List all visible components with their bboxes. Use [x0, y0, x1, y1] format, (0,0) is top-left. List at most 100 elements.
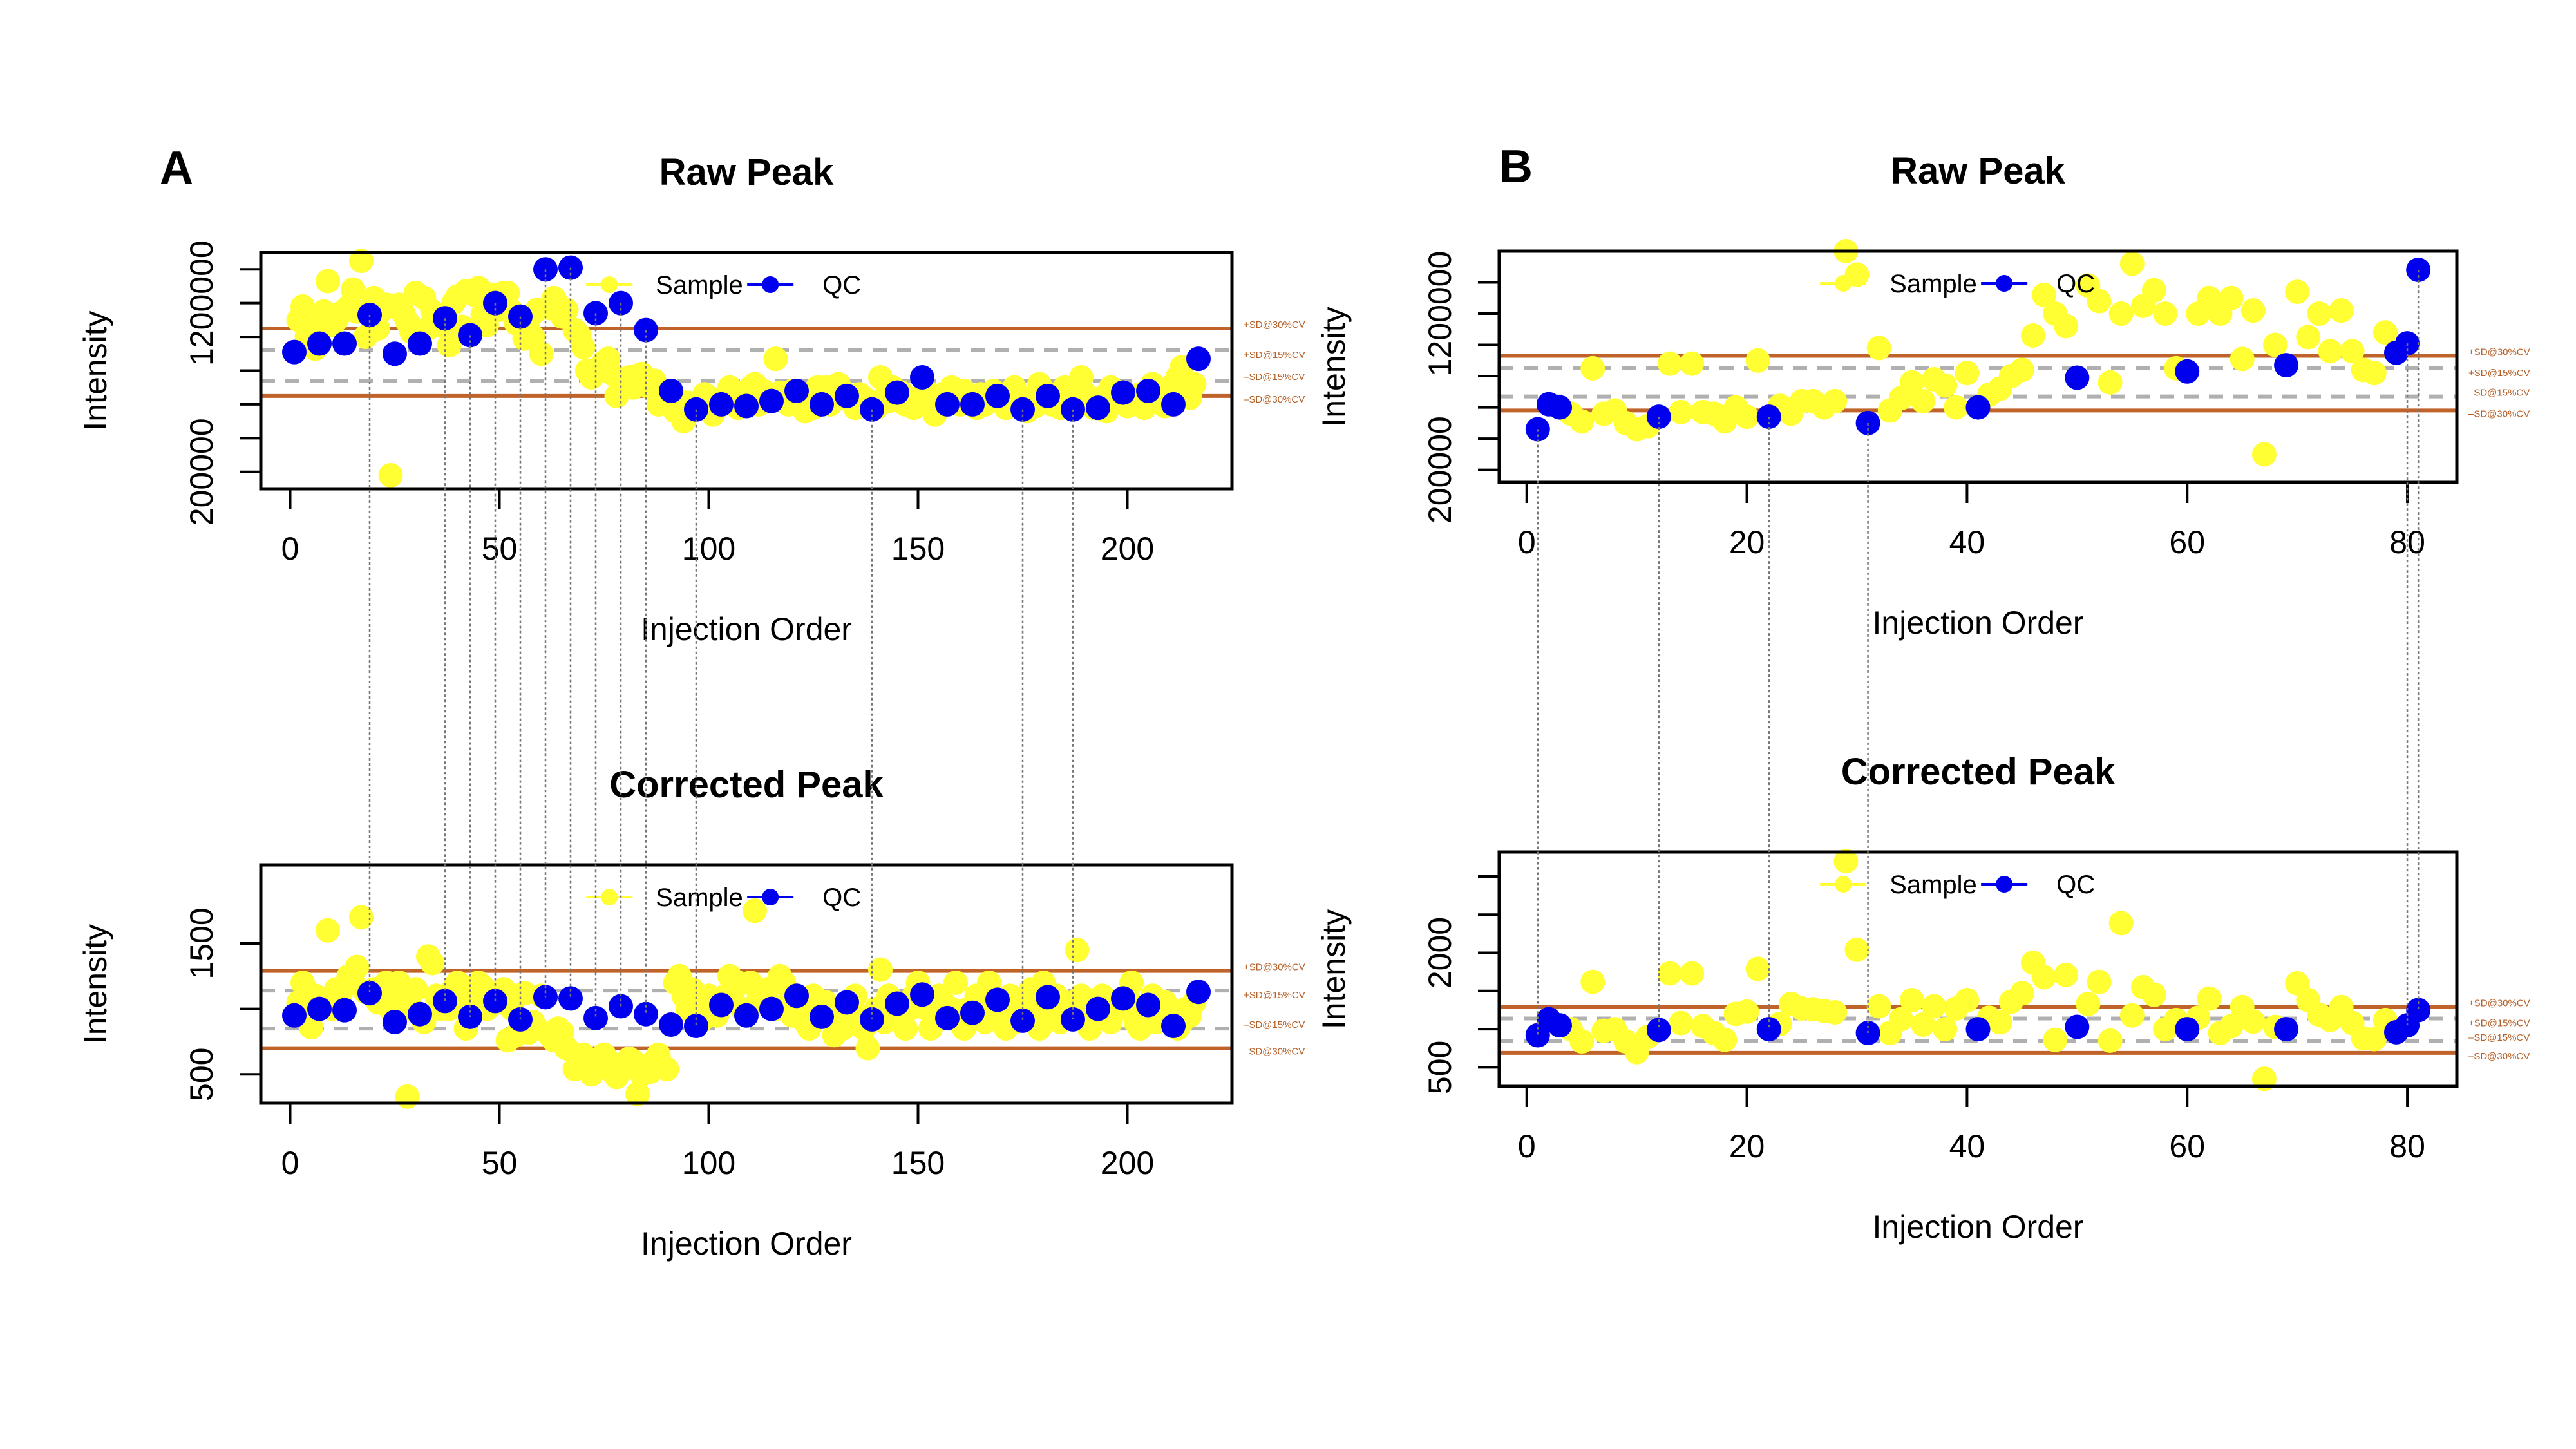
qc-point	[935, 392, 960, 417]
sample-point	[2307, 301, 2332, 327]
chart-title: Corrected Peak	[1841, 751, 2116, 793]
legend-qc-label: QC	[2056, 270, 2095, 298]
qc-point	[684, 1014, 708, 1039]
sample-point	[341, 277, 365, 302]
x-tick-label: 0	[1518, 524, 1536, 560]
sample-point	[1745, 956, 1770, 981]
qc-point	[985, 987, 1010, 1012]
y-tick-label: 1500	[184, 907, 220, 979]
sample-point	[1955, 361, 1980, 386]
sample-point	[1866, 336, 1891, 361]
legend-qc-label: QC	[822, 271, 861, 299]
sample-point	[1933, 373, 1958, 398]
x-tick-label: 40	[1949, 524, 1985, 560]
sample-point	[2119, 1003, 2145, 1028]
sample-point	[1955, 988, 1980, 1013]
sample-point	[316, 918, 340, 943]
sample-point	[2009, 357, 2034, 383]
qc-point	[2274, 353, 2299, 378]
qc-point	[1086, 395, 1110, 421]
qc-point	[433, 989, 457, 1014]
x-axis-label: Injection Order	[1873, 1209, 2084, 1245]
legend-qc-marker	[762, 276, 779, 293]
sd-label-minus30: –SD@30%CV	[1244, 394, 1305, 405]
sd-label-plus30: +SD@30%CV	[2468, 998, 2530, 1009]
x-axis-label: Injection Order	[641, 611, 852, 647]
sample-point	[1823, 999, 1848, 1025]
y-tick-label: 200000	[184, 418, 220, 526]
qc-point	[709, 992, 734, 1018]
qc-point	[960, 1000, 985, 1025]
sample-point	[1734, 999, 1759, 1024]
sample-point	[2153, 301, 2178, 327]
x-axis-label: Injection Order	[641, 1226, 852, 1262]
legend-sample-marker	[1835, 876, 1852, 893]
legend-sample-marker	[601, 889, 618, 905]
qc-point	[1756, 1017, 1781, 1042]
y-tick-label: 200000	[1422, 416, 1458, 524]
legend-sample-label: Sample	[1889, 270, 1977, 298]
qc-point	[910, 982, 934, 1007]
x-tick-label: 0	[281, 531, 299, 567]
plot-a-raw: Raw Peak Injection Order Intensity +SD@30%C…	[77, 151, 1305, 647]
sample-point	[1745, 348, 1770, 373]
qc-point	[357, 981, 382, 1006]
sample-point	[2009, 981, 2034, 1006]
qc-point	[2274, 1017, 2299, 1042]
x-tick-label: 20	[1729, 524, 1765, 560]
sample-point	[2230, 346, 2255, 372]
legend-qc-marker	[1996, 275, 2013, 292]
qc-point	[1036, 383, 1060, 408]
qc-point	[1010, 1008, 1035, 1033]
qc-point	[1186, 346, 1211, 372]
sample-point	[395, 1084, 420, 1109]
sample-point	[2219, 285, 2244, 310]
sample-point	[1888, 1007, 1913, 1032]
qc-point	[910, 365, 934, 390]
y-axis-label: Intensity	[1316, 909, 1352, 1029]
x-tick-label: 60	[2169, 524, 2205, 560]
sample-point	[2362, 361, 2387, 386]
qc-point	[1965, 395, 1991, 420]
chart-title: Corrected Peak	[609, 764, 884, 806]
sample-point	[1669, 1010, 1694, 1036]
y-tick-label: 500	[184, 1048, 220, 1101]
qc-point	[2065, 1014, 2090, 1039]
x-axis-label: Injection Order	[1873, 605, 2084, 641]
sd-label-plus15: +SD@15%CV	[1244, 990, 1305, 1001]
legend-qc-label: QC	[2056, 871, 2095, 899]
legend: Sample QC	[1820, 871, 2095, 899]
qc-point	[634, 1001, 658, 1027]
qc-point	[734, 1003, 759, 1028]
sample-point	[290, 294, 315, 319]
qc-point	[1161, 392, 1186, 417]
sample-point	[1844, 937, 1870, 962]
sample-point	[2032, 965, 2057, 990]
sample-point	[2340, 339, 2365, 364]
qc-point	[1161, 1014, 1186, 1039]
qc-point	[307, 331, 332, 356]
qc-point	[759, 388, 784, 413]
qc-point	[935, 1005, 960, 1030]
sd-label-minus30: –SD@30%CV	[2468, 408, 2530, 419]
sd-label-plus15: +SD@15%CV	[2468, 1018, 2530, 1028]
sample-point	[2141, 982, 2166, 1007]
sample-point	[1823, 388, 1848, 413]
sample-point	[763, 346, 788, 372]
sample-point	[2197, 986, 2222, 1011]
y-tick-label: 1200000	[1422, 251, 1458, 377]
sample-point	[1933, 1017, 1958, 1042]
sample-point	[2296, 325, 2321, 350]
sd-label-plus30: +SD@30%CV	[1244, 962, 1305, 973]
sample-point	[2108, 301, 2134, 327]
sample-point	[437, 333, 462, 358]
qc-point	[1111, 380, 1135, 405]
sample-point	[1899, 370, 1924, 395]
sample-point	[1944, 395, 1969, 420]
sample-point	[2318, 339, 2343, 364]
sample-point	[1657, 961, 1682, 986]
sample-point	[893, 1016, 918, 1041]
qc-point	[659, 1012, 683, 1037]
sample-point	[403, 977, 428, 1002]
sample-point	[1922, 994, 1947, 1019]
